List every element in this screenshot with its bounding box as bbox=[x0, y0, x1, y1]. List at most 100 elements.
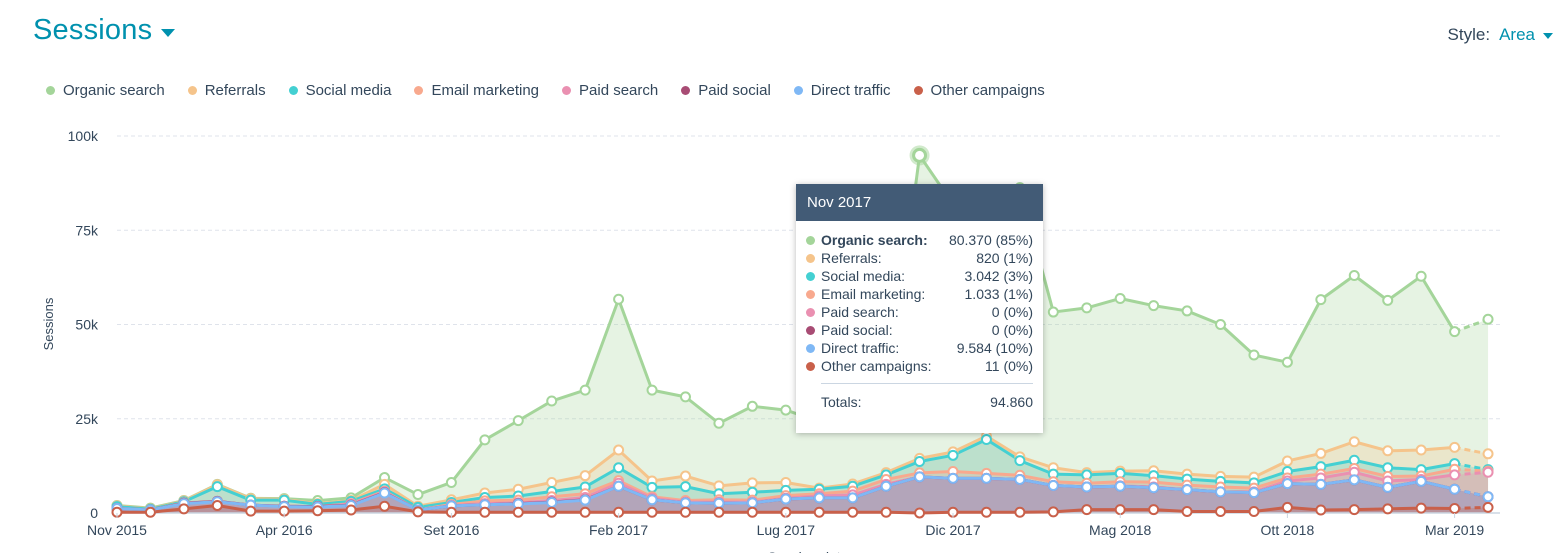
data-point bbox=[746, 400, 758, 412]
projected-segment bbox=[1454, 317, 1489, 334]
x-tick-label: Dic 2017 bbox=[925, 522, 980, 538]
data-point bbox=[1348, 269, 1360, 281]
tooltip-dot-icon bbox=[806, 325, 815, 335]
data-point bbox=[178, 503, 190, 515]
data-point bbox=[679, 481, 691, 493]
data-point bbox=[1047, 306, 1059, 318]
data-point bbox=[914, 455, 926, 467]
data-point bbox=[980, 433, 992, 445]
tooltip-row: Paid social: 0 (0%) bbox=[806, 321, 1033, 339]
tooltip-row: Email marketing: 1.033 (1%) bbox=[806, 285, 1033, 303]
data-point bbox=[1081, 302, 1093, 314]
legend-item-paid-search[interactable]: Paid search bbox=[562, 82, 658, 99]
data-point bbox=[1382, 445, 1394, 457]
data-point bbox=[1215, 505, 1227, 517]
data-point bbox=[1449, 441, 1461, 453]
legend-label: Email marketing bbox=[431, 82, 540, 99]
data-point bbox=[1482, 448, 1494, 460]
data-point bbox=[1248, 487, 1260, 499]
data-point bbox=[1014, 473, 1026, 485]
legend-item-social-media[interactable]: Social media bbox=[288, 82, 392, 99]
projected-segment bbox=[1454, 445, 1489, 456]
data-point bbox=[1449, 469, 1461, 481]
legend-item-direct-traffic[interactable]: Direct traffic bbox=[793, 82, 891, 99]
data-point bbox=[1382, 294, 1394, 306]
data-point bbox=[512, 506, 524, 518]
tooltip-row-label: Email marketing: bbox=[821, 286, 926, 302]
data-point bbox=[512, 415, 524, 427]
data-point bbox=[646, 481, 658, 493]
x-axis-title: Session date bbox=[768, 549, 849, 553]
data-point bbox=[679, 470, 691, 482]
area-paid-search bbox=[117, 472, 1489, 513]
y-tick-label: 25k bbox=[75, 411, 99, 427]
legend-item-referrals[interactable]: Referrals bbox=[187, 82, 266, 99]
data-point bbox=[1281, 501, 1293, 513]
data-point bbox=[880, 480, 892, 492]
data-point bbox=[1382, 462, 1394, 474]
data-point bbox=[1248, 349, 1260, 361]
report-title-dropdown[interactable]: Sessions bbox=[33, 14, 176, 47]
data-point bbox=[646, 506, 658, 518]
style-selector[interactable]: Style: Area bbox=[1448, 25, 1553, 45]
data-point bbox=[546, 476, 558, 488]
projected-segment bbox=[1454, 470, 1489, 477]
data-point bbox=[1047, 506, 1059, 518]
data-point bbox=[1482, 491, 1494, 503]
legend-dot-icon bbox=[187, 86, 197, 95]
data-point bbox=[1014, 455, 1026, 467]
data-point bbox=[1482, 466, 1494, 478]
area-paid-social bbox=[117, 476, 1489, 513]
data-point bbox=[1215, 486, 1227, 498]
legend-dot-icon bbox=[913, 86, 923, 95]
tooltip-dot-icon bbox=[806, 343, 815, 353]
data-point bbox=[1148, 504, 1160, 516]
x-tick-label: Mar 2019 bbox=[1425, 522, 1484, 538]
data-point bbox=[613, 444, 625, 456]
data-point bbox=[679, 391, 691, 403]
data-point bbox=[479, 434, 491, 446]
data-point bbox=[613, 293, 625, 305]
data-point bbox=[1148, 482, 1160, 494]
legend-dot-icon bbox=[414, 86, 424, 95]
caret-down-icon bbox=[1543, 33, 1553, 39]
data-point bbox=[1081, 504, 1093, 516]
legend-item-email-marketing[interactable]: Email marketing bbox=[414, 82, 539, 99]
legend-dot-icon bbox=[793, 86, 803, 95]
chart-legend: Organic search Referrals Social media Email… bbox=[46, 82, 1068, 99]
data-point bbox=[1382, 503, 1394, 515]
data-point bbox=[211, 481, 223, 493]
projected-segment bbox=[1454, 487, 1489, 499]
data-point bbox=[1449, 483, 1461, 495]
data-point bbox=[914, 471, 926, 483]
legend-item-organic-search[interactable]: Organic search bbox=[46, 82, 165, 99]
tooltip-row-value: 0 (0%) bbox=[991, 304, 1033, 320]
data-point bbox=[613, 480, 625, 492]
tooltip-row-label: Paid search: bbox=[821, 304, 899, 320]
data-point bbox=[947, 472, 959, 484]
data-point bbox=[713, 506, 725, 518]
data-point bbox=[713, 417, 725, 429]
tooltip-total-label: Totals: bbox=[821, 394, 862, 410]
data-point bbox=[780, 493, 792, 505]
data-point bbox=[980, 506, 992, 518]
x-tick-label: Lug 2017 bbox=[757, 522, 816, 538]
data-point bbox=[379, 487, 391, 499]
report-title: Sessions bbox=[33, 14, 153, 46]
legend-item-paid-social[interactable]: Paid social bbox=[681, 82, 771, 99]
projected-segment bbox=[1454, 505, 1489, 510]
tooltip-dot-icon bbox=[806, 271, 815, 281]
data-point bbox=[1281, 478, 1293, 490]
legend-label: Social media bbox=[305, 82, 392, 99]
legend-item-other-campaigns[interactable]: Other campaigns bbox=[913, 82, 1045, 99]
tooltip-row-value: 3.042 (3%) bbox=[964, 268, 1033, 284]
data-point bbox=[345, 504, 357, 516]
tooltip-row: Direct traffic: 9.584 (10%) bbox=[806, 339, 1033, 357]
data-point bbox=[412, 506, 424, 518]
data-point bbox=[412, 489, 424, 501]
data-point bbox=[1014, 506, 1026, 518]
legend-label: Paid search bbox=[579, 82, 659, 99]
style-value[interactable]: Area bbox=[1499, 25, 1535, 44]
tooltip-title: Nov 2017 bbox=[796, 184, 1043, 221]
